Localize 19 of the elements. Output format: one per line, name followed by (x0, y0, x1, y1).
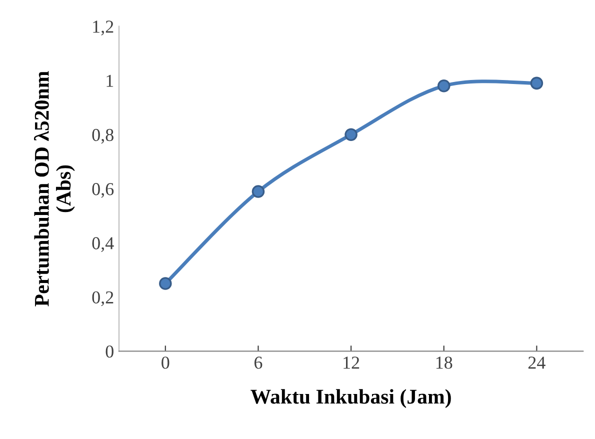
point (530, 76, 544, 90)
x-tick-label: 18 (436, 356, 452, 369)
y-tick-label: 0,6 (92, 183, 114, 198)
point (344, 128, 358, 142)
x-tick-label: 6 (254, 356, 262, 369)
y-axis-title: Pertumbuhan OD λ520nm (Abs) (34, 71, 75, 306)
y-tick-label: 1,2 (93, 20, 114, 36)
y-tick-label: 0,8 (92, 128, 114, 144)
x-tick-label: 24 (528, 356, 546, 369)
x-axis-title: Waktu Inkubasi (Jam) (250, 389, 451, 408)
y-tick-label: 0,2 (92, 291, 114, 306)
y-tick-label: 0 (106, 345, 114, 358)
point (437, 80, 450, 92)
point (252, 185, 265, 198)
x-tick-label: 0 (162, 356, 170, 369)
x-tick-label: 12 (344, 356, 360, 369)
point (159, 277, 172, 290)
y-tick-label: 1 (106, 74, 114, 87)
y-tick-label: 0,4 (92, 237, 114, 252)
